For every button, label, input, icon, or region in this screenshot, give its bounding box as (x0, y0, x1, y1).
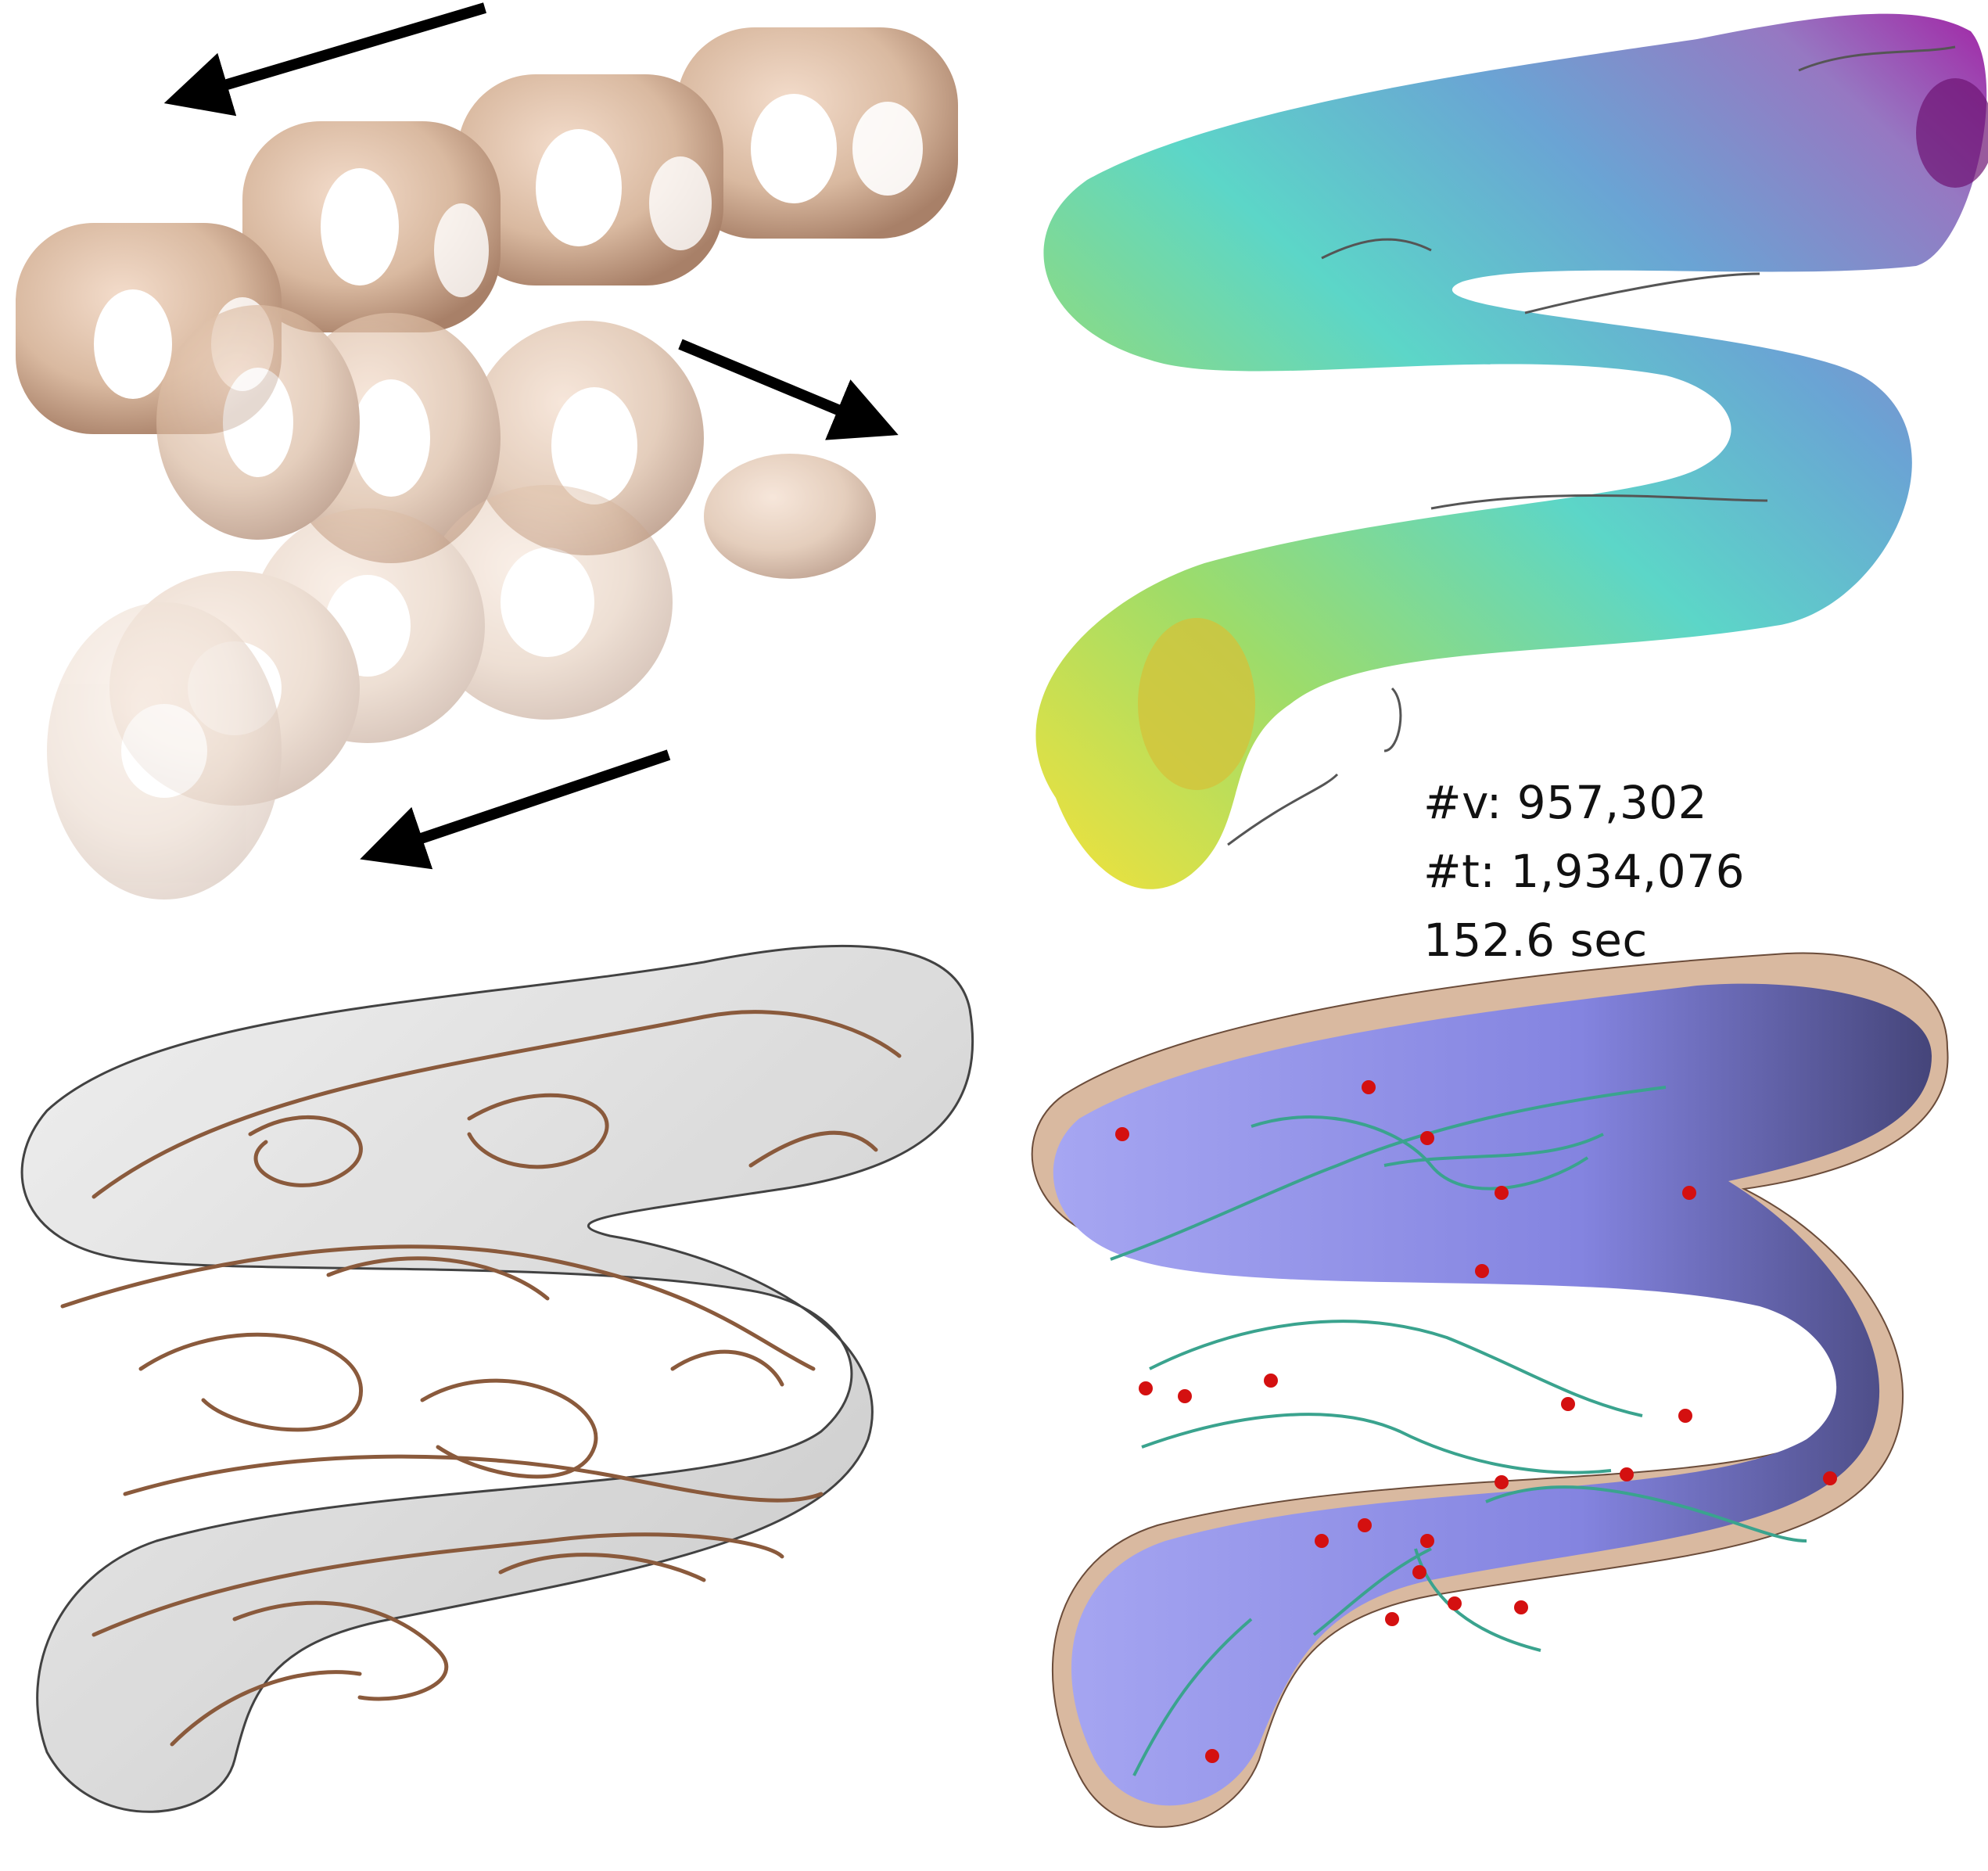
segmented-surface-figure (1031, 952, 1949, 1828)
critical-point (1678, 1409, 1692, 1423)
critical-point (1412, 1565, 1426, 1579)
transparent-surface-figure (20, 944, 974, 1813)
critical-point (1205, 1749, 1219, 1763)
critical-point (1178, 1389, 1192, 1403)
critical-point (1620, 1467, 1634, 1481)
teal-curves (1110, 1086, 1807, 1776)
critical-point (1448, 1596, 1462, 1611)
critical-point (1561, 1397, 1575, 1411)
critical-point (1115, 1127, 1129, 1141)
critical-point (1362, 1080, 1376, 1094)
critical-point (1385, 1612, 1399, 1626)
vertex-count: #v: 957,302 (1423, 776, 1708, 829)
wire-curves (60, 1010, 902, 1747)
critical-point (1495, 1475, 1509, 1489)
critical-point (1420, 1131, 1434, 1145)
critical-point (1823, 1471, 1837, 1485)
critical-point (1358, 1518, 1372, 1532)
arrow-icon (678, 339, 899, 440)
runtime: 152.6 sec (1423, 914, 1648, 967)
tan-shape-row-2 (156, 305, 876, 579)
critical-point (1420, 1534, 1434, 1548)
critical-points (1115, 1080, 1837, 1763)
critical-point (1495, 1186, 1509, 1200)
critical-point (1514, 1600, 1528, 1614)
critical-point (1682, 1186, 1696, 1200)
arrow-icon (360, 749, 671, 870)
colored-surface-panel: #v: 957,302 #t: 1,934,076 152.6 sec (993, 0, 1988, 967)
transparent-surface-panel (0, 931, 993, 1871)
surface-sequence-figure (16, 2, 958, 900)
segmented-surface-panel (993, 931, 1988, 1871)
triangle-count: #t: 1,934,076 (1423, 845, 1745, 898)
tan-shape-row-3 (47, 485, 673, 900)
tan-shape-row-1 (16, 27, 958, 434)
tube-opening (1916, 78, 1988, 188)
mesh-statistics: #v: 957,302 #t: 1,934,076 152.6 sec (1423, 768, 1745, 975)
arrow-icon (163, 2, 486, 117)
critical-point (1139, 1381, 1153, 1395)
surface-sequence-panel (0, 0, 993, 931)
purple-surface-region (1053, 983, 1932, 1806)
critical-point (1315, 1534, 1329, 1548)
critical-point (1475, 1264, 1489, 1278)
critical-point (1264, 1374, 1278, 1388)
curve-segments (1227, 45, 1956, 846)
helical-tube-surface (1035, 13, 1987, 889)
tube-opening (1138, 618, 1255, 790)
colored-surface-figure (1035, 13, 1988, 889)
